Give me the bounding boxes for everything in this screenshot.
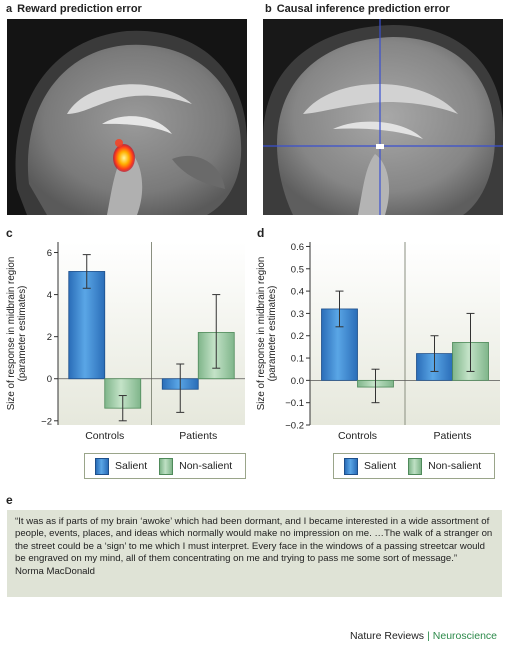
panel-b-letter: b bbox=[265, 3, 272, 15]
chart-c-bar-non-salient-controls bbox=[104, 378, 142, 409]
legend-c-non-salient-label: Non-salient bbox=[179, 460, 233, 472]
chart-d-ytick-label-4: 0.2 bbox=[291, 331, 304, 342]
brain-scan-a-image bbox=[7, 19, 247, 215]
footer: Nature Reviews | Neuroscience bbox=[350, 630, 497, 642]
footer-journal: Neuroscience bbox=[432, 630, 497, 642]
chart-d-ytick-label-2: 0.0 bbox=[291, 376, 304, 387]
legend-c-non-salient: Non-salient bbox=[159, 457, 233, 475]
quote-text: “It was as if parts of my brain ‘awoke’ … bbox=[15, 516, 493, 565]
chart-c-ytick-label-0: −2 bbox=[41, 416, 52, 427]
legend-d-salient-label: Salient bbox=[364, 460, 397, 472]
legend-c-salient-label: Salient bbox=[115, 460, 148, 472]
chart-d-xlabel-patients: Patients bbox=[434, 430, 472, 442]
chart-d-bg-1 bbox=[405, 242, 500, 425]
panel-a-title: a Reward prediction error bbox=[6, 3, 142, 15]
legend-c: Salient Non-salient bbox=[84, 453, 246, 479]
chart-c: −2 0 2 4 6 Size of response in midbrain regio… bbox=[6, 242, 245, 442]
legend-d-non-salient: Non-salient bbox=[408, 457, 482, 475]
chart-c-ytick-label-2: 2 bbox=[47, 332, 52, 343]
legend-d-salient: Salient bbox=[344, 457, 397, 475]
chart-d-ylabel-line-1: (parameter estimates) bbox=[267, 286, 278, 382]
chart-d-ytick-label-3: 0.1 bbox=[291, 354, 304, 365]
brain-scan-a bbox=[7, 19, 247, 215]
chart-d-ytick-label-6: 0.4 bbox=[291, 287, 304, 298]
panel-b-title: b Causal inference prediction error bbox=[265, 3, 450, 15]
chart-c-ylabel-line-0: Size of response in midbrain region bbox=[6, 257, 17, 411]
legend-d-salient-swatch bbox=[344, 457, 358, 475]
legend-c-non-salient-swatch bbox=[159, 457, 174, 475]
legend-d: Salient Non-salient bbox=[333, 453, 495, 479]
chart-c-xlabel-controls: Controls bbox=[85, 430, 124, 442]
legend-c-salient: Salient bbox=[95, 457, 148, 475]
chart-d-ytick-label-7: 0.5 bbox=[291, 264, 304, 275]
chart-d-ylabel-line-0: Size of response in midbrain region bbox=[256, 257, 267, 411]
chart-d-xlabel-controls: Controls bbox=[338, 430, 377, 442]
legend-c-salient-swatch bbox=[95, 457, 109, 475]
activation-marker bbox=[376, 144, 384, 149]
chart-c-ytick-label-1: 0 bbox=[47, 374, 52, 385]
legend-d-non-salient-label: Non-salient bbox=[428, 460, 482, 472]
chart-c-ylabel: Size of response in midbrain region(para… bbox=[6, 257, 28, 411]
panel-c-letter: c bbox=[6, 226, 13, 240]
chart-d-ytick-label-0: −0.2 bbox=[285, 421, 304, 432]
quote-author: Norma MacDonald bbox=[15, 565, 95, 577]
chart-d: −0.2 −0.1 0.0 0.1 0.2 0.3 0.4 0.5 0.6 Size of res… bbox=[256, 242, 500, 442]
chart-d-ytick-label-5: 0.3 bbox=[291, 309, 304, 320]
chart-c-ytick-label-3: 4 bbox=[47, 290, 52, 301]
quote-box: “It was as if parts of my brain ‘awoke’ … bbox=[7, 510, 502, 597]
panel-a-title-text: Reward prediction error bbox=[17, 3, 142, 15]
panel-b-title-text: Causal inference prediction error bbox=[276, 3, 450, 15]
chart-d-ylabel: Size of response in midbrain region(para… bbox=[256, 257, 278, 411]
chart-c-bar-salient-controls bbox=[68, 271, 106, 380]
chart-d-ytick-label-8: 0.6 bbox=[291, 242, 304, 253]
brain-scan-b bbox=[263, 19, 503, 215]
panel-e-letter: e bbox=[6, 493, 13, 507]
panel-a-letter: a bbox=[6, 3, 13, 15]
chart-c-xlabel-patients: Patients bbox=[179, 430, 217, 442]
chart-d-ytick-label-1: −0.1 bbox=[285, 398, 304, 409]
quote: “It was as if parts of my brain ‘awoke’ … bbox=[15, 516, 495, 578]
footer-separator: | bbox=[427, 630, 430, 642]
legend-d-non-salient-swatch bbox=[408, 457, 423, 475]
chart-c-ylabel-line-1: (parameter estimates) bbox=[17, 286, 28, 382]
panel-d-letter: d bbox=[257, 226, 265, 240]
footer-publisher: Nature Reviews bbox=[349, 630, 425, 642]
chart-c-ytick-label-4: 6 bbox=[47, 248, 52, 259]
brain-scan-b-image bbox=[263, 19, 503, 215]
